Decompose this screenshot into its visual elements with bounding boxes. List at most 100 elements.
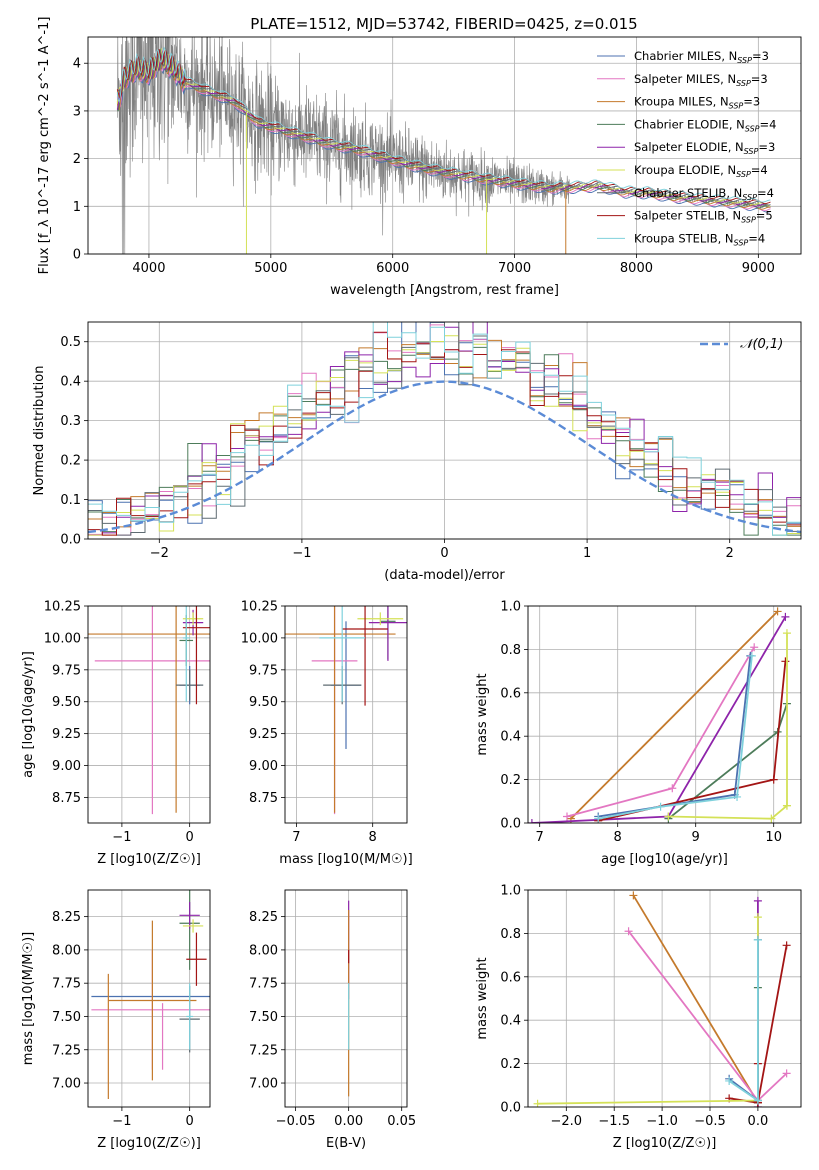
legend-subscript: SSP — [745, 124, 760, 133]
mass-weight-line — [598, 655, 753, 820]
y-tick-label: 0.4 — [60, 375, 81, 390]
x-tick-label: 4000 — [132, 261, 165, 276]
axes-frame — [87, 36, 802, 255]
residual-histogram-step — [88, 322, 801, 536]
legend-nssp: =4 — [751, 163, 768, 177]
mass-weight-marker — [629, 891, 638, 900]
x-axis-label: age [log10(age/yr)] — [601, 852, 728, 867]
y-tick-label: 0.8 — [500, 927, 521, 942]
y-tick-label: 8.75 — [249, 791, 278, 806]
legend-name: Chabrier MILES, N — [634, 49, 737, 63]
panel-spectrum: 4000 5000 6000 7000 8000 9000 0 1 2 3 4 wavelength … — [37, 17, 802, 298]
y-tick-label: 7.75 — [52, 977, 81, 992]
plots: 4000 5000 6000 7000 8000 900001234wavelength … — [21, 17, 802, 1151]
x-tick-label: 7 — [292, 830, 300, 845]
y-tick-label: 7.75 — [249, 977, 278, 992]
mass-weight-marker — [594, 814, 603, 823]
x-tick-label: 0 — [186, 830, 194, 845]
y-tick-label: 7.25 — [52, 1043, 81, 1058]
legend-name: Salpeter MILES, N — [634, 72, 736, 86]
model-spectrum-line — [116, 55, 771, 212]
x-axis-label: E(B-V) — [326, 1136, 366, 1151]
y-tick-label: 9.00 — [249, 759, 278, 774]
x-tick-label: −1 — [112, 830, 131, 845]
legend-subscript: SSP — [737, 56, 752, 65]
legend-entry-label: Kroupa STELIB, NSSP=4 — [634, 231, 765, 247]
x-tick-label: −2.0 — [551, 1114, 583, 1129]
y-tick-label: 10.00 — [44, 631, 81, 646]
mass-weight-marker — [782, 801, 791, 810]
x-tick-label: 8 — [614, 830, 622, 845]
y-axis-label: mass weight — [475, 673, 490, 755]
y-tick-label: 8.75 — [52, 791, 81, 806]
mass-weight-marker — [769, 775, 778, 784]
mass-weight-marker — [668, 784, 677, 793]
mass-weight-marker — [773, 607, 782, 616]
x-tick-label: 6000 — [376, 261, 409, 276]
mass-weight-line — [667, 703, 788, 820]
legend-name: Kroupa MILES, N — [634, 95, 729, 109]
axes-frame — [87, 605, 211, 824]
legend-nssp: =3 — [752, 49, 769, 63]
x-tick-label: −1.5 — [598, 1114, 630, 1129]
ticks-spectrum: 4000 5000 6000 7000 8000 9000 0 1 2 3 4 — [73, 57, 775, 276]
legend-entry-label: Kroupa MILES, NSSP=3 — [634, 95, 760, 111]
axes-frame — [527, 605, 802, 824]
mass-weight-marker — [781, 612, 790, 621]
y-tick-label: 0.6 — [500, 686, 521, 701]
y-tick-label: 7.00 — [52, 1077, 81, 1092]
panel-mass_ebv: −0.05 0.00 0.05 7.00 7.25 7.50 7.75 8.00 8.25 E(B… — [249, 889, 416, 1151]
legend-entry-label: Salpeter ELODIE, NSSP=3 — [634, 140, 775, 156]
x-tick-label: 8000 — [620, 261, 653, 276]
model-spectrum-line — [116, 46, 771, 203]
x-tick-label: 0 — [440, 546, 448, 561]
y-tick-label: 7.00 — [249, 1077, 278, 1092]
y-tick-label: 0.0 — [500, 817, 521, 832]
panel-mass_age: 7 8 8.75 9.00 9.25 9.50 9.75 10.00 10.25 mass [lo… — [241, 600, 413, 868]
y-axis-label: mass [log10(M/M☉)] — [21, 932, 36, 1065]
mass-weight-marker — [782, 629, 791, 638]
legend-entry-label: Kroupa ELODIE, NSSP=4 — [634, 163, 768, 179]
model-spectrum-line — [116, 47, 771, 207]
y-axis-label: Flux [f_λ 10^-17 erg cm^-2 s^-1 A^-1] — [37, 17, 52, 275]
y-axis-label: age [log10(age/yr)] — [21, 651, 36, 778]
x-tick-label: 0 — [186, 1114, 194, 1129]
y-tick-label: 7.50 — [249, 1010, 278, 1025]
legend-entry-label: Chabrier MILES, NSSP=3 — [634, 49, 769, 65]
y-tick-label: 10.00 — [241, 631, 278, 646]
legend-nssp: =4 — [757, 186, 774, 200]
x-tick-label: 2 — [726, 546, 734, 561]
y-tick-label: 0.2 — [500, 773, 521, 788]
y-tick-label: 4 — [73, 57, 81, 72]
mass-weight-marker — [528, 819, 536, 823]
ticks-mass_age: 7 8 8.75 9.00 9.25 9.50 9.75 10.00 10.25 — [241, 600, 377, 846]
x-tick-label: 0.05 — [387, 1114, 416, 1129]
legend-name: Chabrier ELODIE, N — [634, 117, 745, 131]
panel-mw_age: 7 8 9 10 0.0 0.2 0.4 0.6 0.8 1.0 age [log10(age/yr… — [475, 600, 802, 867]
x-tick-label: 1 — [583, 546, 591, 561]
y-tick-label: 8.25 — [52, 910, 81, 925]
mass-weight-marker — [533, 1099, 542, 1107]
y-tick-label: 0.6 — [500, 970, 521, 985]
axes-frame — [284, 889, 408, 1108]
mass-weight-marker — [753, 1096, 762, 1105]
y-tick-label: 0.5 — [60, 335, 81, 350]
legend-subscript: SSP — [736, 170, 751, 179]
plot-area-mw_age — [528, 607, 791, 823]
y-tick-label: 0.2 — [60, 454, 81, 469]
y-tick-label: 1.0 — [500, 600, 521, 615]
plot-area-mw_z — [533, 891, 791, 1107]
legend-nssp: =3 — [743, 95, 760, 109]
x-tick-label: 8 — [369, 830, 377, 845]
x-axis-label: mass [log10(M/M☉)] — [279, 852, 412, 867]
axes-frame — [87, 889, 211, 1108]
legend-subscript: SSP — [744, 147, 759, 156]
mass-weight-marker — [664, 812, 673, 821]
y-axis-label: mass weight — [475, 957, 490, 1039]
mass-weight-line — [632, 894, 759, 1104]
mass-weight-line — [597, 661, 787, 822]
y-tick-label: 10.25 — [44, 600, 81, 615]
x-tick-label: −0.5 — [694, 1114, 726, 1129]
panel-mw_z: −2.0 −1.5 −1.0 −0.5 0.0 0.0 0.2 0.4 0.6 0.8 1.0 Z [… — [475, 884, 802, 1151]
